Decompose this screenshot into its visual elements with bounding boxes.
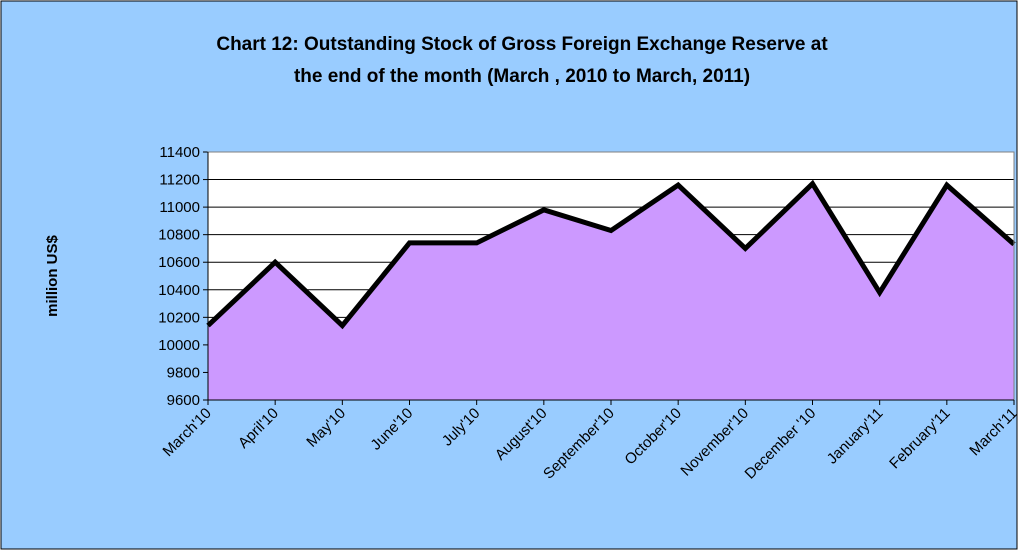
y-tick-label: 10200 [158, 309, 200, 326]
y-tick-label: 10400 [158, 282, 200, 299]
chart-title: the end of the month (March , 2010 to Ma… [294, 66, 750, 87]
y-tick-label: 9600 [167, 392, 200, 409]
y-tick-label: 11200 [159, 172, 200, 189]
y-tick-label: 10800 [158, 227, 200, 244]
y-tick-label: 11400 [159, 144, 200, 161]
y-axis-label: million US$ [44, 235, 61, 317]
line [206, 179, 1016, 330]
y-tick-label: 10600 [158, 254, 200, 271]
chart-title: Chart 12: Outstanding Stock of Gross For… [216, 34, 828, 55]
y-tick-label: 9800 [167, 364, 200, 381]
y-tick-label: 11000 [159, 199, 200, 216]
y-tick-label: 10000 [158, 337, 200, 354]
area [208, 183, 1014, 400]
